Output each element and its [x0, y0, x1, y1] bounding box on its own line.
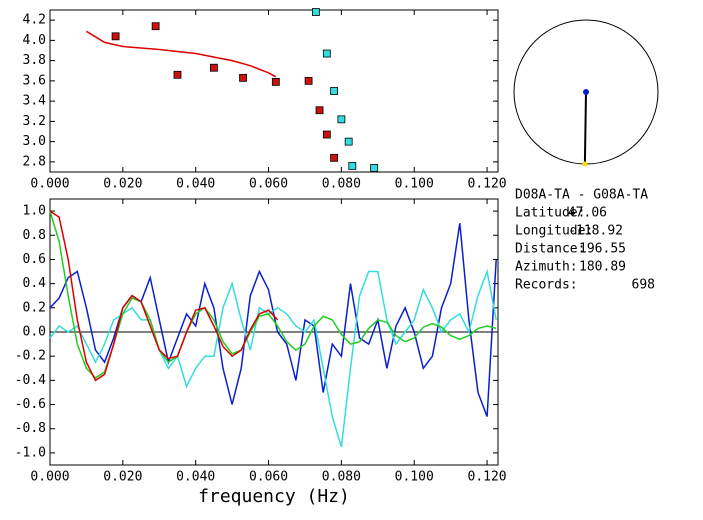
marker	[210, 63, 218, 72]
x-tick-label: 0.020	[103, 177, 142, 192]
marker	[271, 77, 280, 86]
x-tick-label: 0.040	[176, 177, 215, 192]
series-line	[49, 268, 497, 448]
x-tick-label: 0.080	[322, 177, 361, 192]
y-tick-label: 4.0	[23, 33, 46, 48]
x-tick-label: 0.020	[103, 470, 142, 485]
info-value: 180.89	[579, 260, 626, 275]
y-tick-label: 3.4	[23, 94, 47, 109]
info-label: Longitude:	[515, 224, 593, 239]
marker	[304, 76, 313, 85]
top-frame	[49, 9, 499, 173]
x-tick-label: 0.100	[395, 177, 434, 192]
y-tick-label: 0.6	[23, 252, 46, 267]
marker	[348, 162, 357, 170]
info-label: Distance:	[515, 242, 585, 257]
azimuth-line	[583, 91, 587, 165]
fit-line	[86, 30, 277, 78]
x-tick-label: 0.100	[395, 470, 434, 485]
info-label: Latitude:	[515, 206, 585, 221]
y-tick-label: 3.2	[23, 114, 46, 129]
y-tick-label: 3.8	[23, 53, 46, 68]
y-tick-label: -0.6	[15, 397, 46, 412]
info-value: 196.55	[579, 242, 626, 257]
marker	[322, 130, 331, 139]
info-value: -118.92	[568, 224, 623, 239]
marker	[330, 87, 338, 95]
x-axis-title: frequency (Hz)	[198, 486, 350, 507]
marker	[337, 115, 346, 124]
marker	[344, 137, 353, 146]
x-tick-label: 0.120	[468, 177, 507, 192]
info-value: 698	[632, 278, 655, 293]
y-tick-label: 3.6	[23, 73, 46, 88]
marker	[311, 8, 320, 16]
x-tick-label: 0.120	[468, 470, 507, 485]
info-label: Records:	[515, 278, 578, 293]
y-tick-label: -1.0	[15, 445, 46, 460]
x-tick-label: 0.000	[30, 177, 69, 192]
y-tick-label: -0.2	[15, 349, 46, 364]
x-tick-label: 0.080	[322, 470, 361, 485]
y-tick-label: 0.2	[23, 300, 46, 315]
y-tick-label: 1.0	[23, 204, 46, 219]
center-dot	[583, 89, 589, 95]
y-tick-label: 0.4	[23, 276, 47, 291]
y-tick-label: -0.4	[15, 373, 46, 388]
marker	[315, 106, 324, 115]
y-tick-label: 0.0	[23, 325, 46, 340]
x-tick-label: 0.000	[30, 470, 69, 485]
y-tick-label: 4.2	[23, 13, 46, 28]
y-tick-label: 0.8	[23, 228, 46, 243]
marker	[173, 70, 182, 79]
end-dot	[582, 161, 588, 167]
marker	[111, 32, 120, 41]
series-line	[49, 210, 279, 382]
y-tick-label: 2.8	[23, 154, 46, 169]
marker	[151, 22, 160, 31]
x-tick-label: 0.060	[249, 177, 288, 192]
marker	[370, 164, 379, 172]
x-tick-label: 0.060	[249, 470, 288, 485]
station-pair: D08A-TA - G08A-TA	[515, 188, 648, 203]
series-line	[49, 210, 497, 379]
y-tick-label: -0.8	[15, 421, 46, 436]
y-tick-label: 3.0	[23, 134, 46, 149]
marker	[239, 73, 247, 82]
info-value: 47.06	[568, 206, 607, 221]
info-label: Azimuth:	[515, 260, 578, 275]
x-tick-label: 0.040	[176, 470, 215, 485]
marker	[322, 49, 331, 58]
marker	[330, 153, 338, 162]
